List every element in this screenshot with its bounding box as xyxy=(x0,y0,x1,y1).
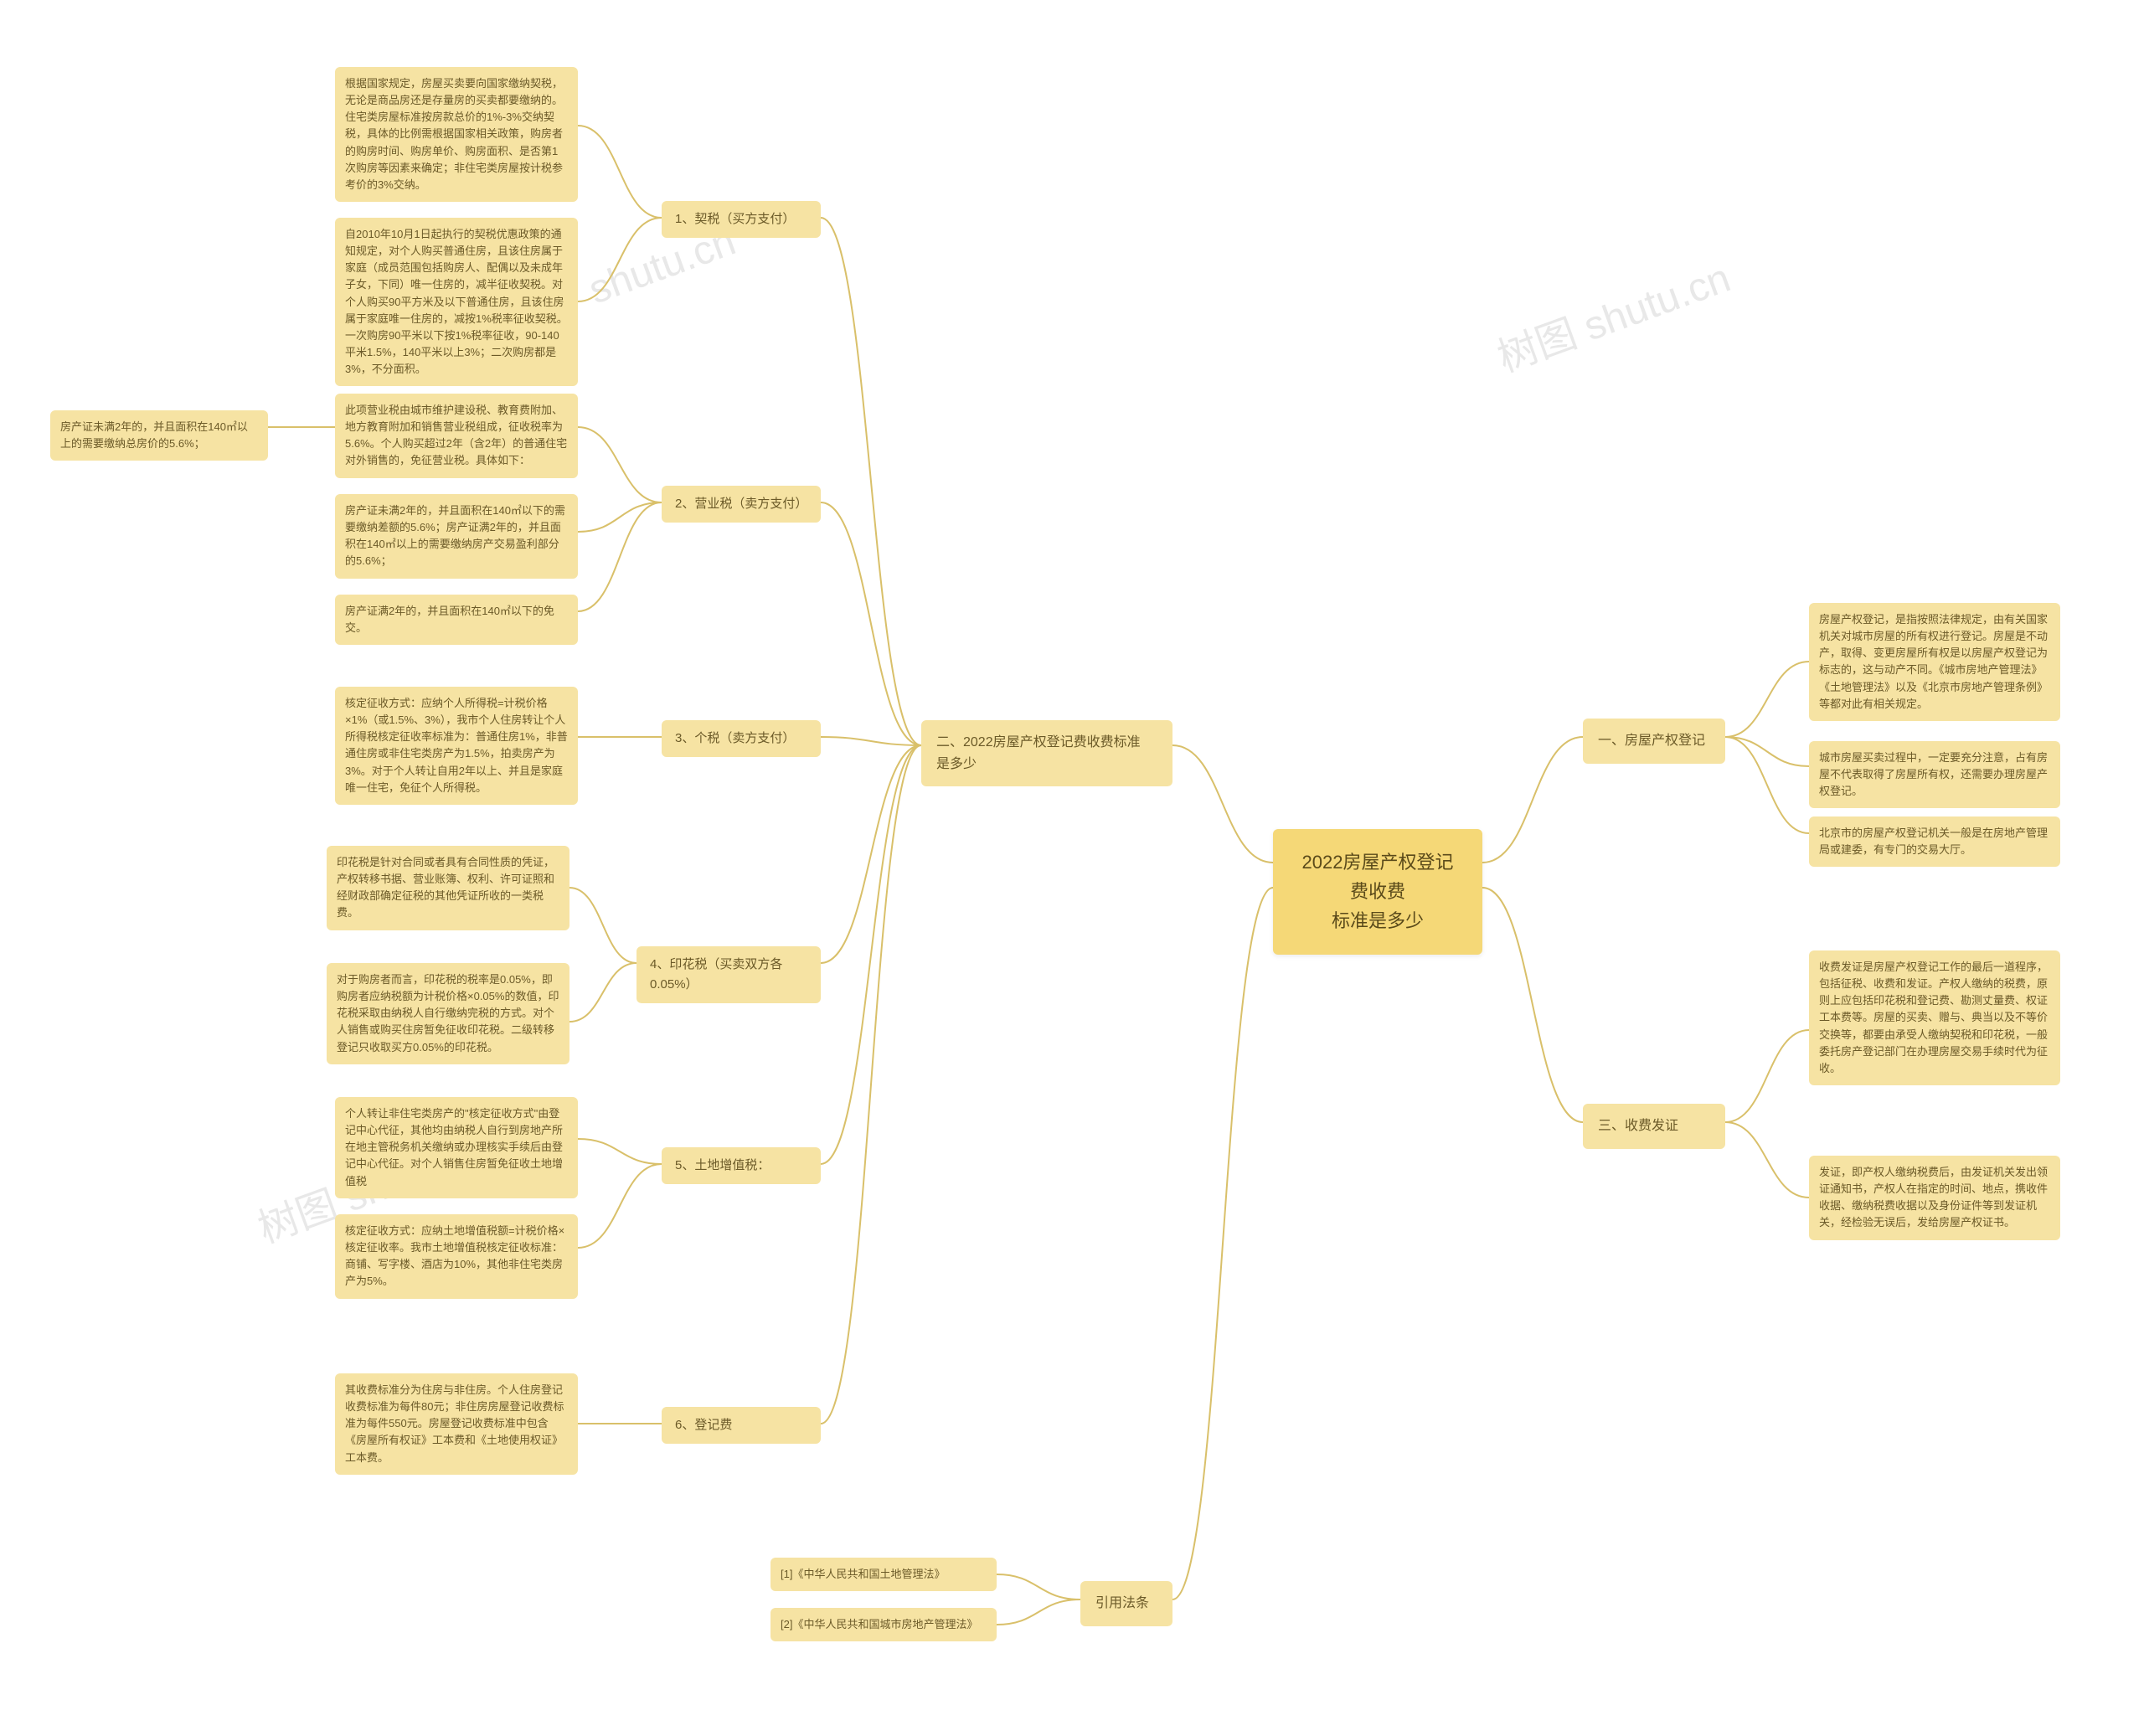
branch-1-leaf-1: 房屋产权登记，是指按照法律规定，由有关国家机关对城市房屋的所有权进行登记。房屋是… xyxy=(1809,603,2060,721)
branch-2-label-l1: 二、2022房屋产权登记费收费标准 xyxy=(936,732,1157,754)
branch-4[interactable]: 引用法条 xyxy=(1080,1581,1172,1626)
sub-6[interactable]: 6、登记费 xyxy=(662,1407,821,1444)
branch-1[interactable]: 一、房屋产权登记 xyxy=(1583,719,1725,764)
branch-1-leaf-3: 北京市的房屋产权登记机关一般是在房地产管理局或建委，有专门的交易大厅。 xyxy=(1809,816,2060,867)
connector-layer xyxy=(0,0,2144,1736)
branch-3[interactable]: 三、收费发证 xyxy=(1583,1104,1725,1149)
sub-5[interactable]: 5、土地增值税： xyxy=(662,1147,821,1184)
sub-4-leaf-1: 印花税是针对合同或者具有合同性质的凭证，产权转移书据、营业账簿、权利、许可证照和… xyxy=(327,846,570,930)
root-title-l1: 2022房屋产权登记费收费 xyxy=(1295,847,1461,906)
sub-2[interactable]: 2、营业税（卖方支付） xyxy=(662,486,821,523)
sub-1-leaf-2: 自2010年10月1日起执行的契税优惠政策的通知规定，对个人购买普通住房，且该住… xyxy=(335,218,578,386)
branch-1-leaf-2: 城市房屋买卖过程中，一定要充分注意，占有房屋不代表取得了房屋所有权，还需要办理房… xyxy=(1809,741,2060,808)
branch-3-leaf-2: 发证，即产权人缴纳税费后，由发证机关发出领证通知书，产权人在指定的时间、地点，携… xyxy=(1809,1156,2060,1240)
branch-2-label-l2: 是多少 xyxy=(936,754,1157,775)
branch-4-leaf-2: [2]《中华人民共和国城市房地产管理法》 xyxy=(770,1608,997,1641)
sub-4[interactable]: 4、印花税（买卖双方各0.05%） xyxy=(636,946,821,1003)
sub-6-leaf-1: 其收费标准分为住房与非住房。个人住房登记收费标准为每件80元；非住房房屋登记收费… xyxy=(335,1373,578,1475)
root-title-l2: 标准是多少 xyxy=(1295,906,1461,935)
branch-2[interactable]: 二、2022房屋产权登记费收费标准 是多少 xyxy=(921,720,1172,786)
sub-1[interactable]: 1、契税（买方支付） xyxy=(662,201,821,238)
sub-2-leaf-3: 房产证满2年的，并且面积在140㎡以下的免交。 xyxy=(335,595,578,645)
sub-3-leaf-1: 核定征收方式：应纳个人所得税=计税价格×1%（或1.5%、3%），我市个人住房转… xyxy=(335,687,578,805)
sub-4-leaf-2: 对于购房者而言，印花税的税率是0.05%，即购房者应纳税额为计税价格×0.05%… xyxy=(327,963,570,1064)
sub-2-leaf-1a: 房产证未满2年的，并且面积在140㎡以上的需要缴纳总房价的5.6%； xyxy=(50,410,268,461)
sub-1-leaf-1: 根据国家规定，房屋买卖要向国家缴纳契税，无论是商品房还是存量房的买卖都要缴纳的。… xyxy=(335,67,578,202)
watermark: 树图 shutu.cn xyxy=(1488,245,1737,383)
sub-5-leaf-2: 核定征收方式：应纳土地增值税额=计税价格×核定征收率。我市土地增值税核定征收标准… xyxy=(335,1214,578,1299)
branch-3-leaf-1: 收费发证是房屋产权登记工作的最后一道程序，包括征税、收费和发证。产权人缴纳的税费… xyxy=(1809,950,2060,1085)
sub-3[interactable]: 3、个税（卖方支付） xyxy=(662,720,821,757)
root-node[interactable]: 2022房屋产权登记费收费 标准是多少 xyxy=(1273,829,1482,955)
branch-4-leaf-1: [1]《中华人民共和国土地管理法》 xyxy=(770,1558,997,1591)
sub-2-leaf-1: 此项营业税由城市维护建设税、教育费附加、地方教育附加和销售营业税组成，征收税率为… xyxy=(335,394,578,478)
sub-5-leaf-1: 个人转让非住宅类房产的"核定征收方式"由登记中心代征，其他均由纳税人自行到房地产… xyxy=(335,1097,578,1198)
sub-2-leaf-2: 房产证未满2年的，并且面积在140㎡以下的需要缴纳差额的5.6%；房产证满2年的… xyxy=(335,494,578,579)
